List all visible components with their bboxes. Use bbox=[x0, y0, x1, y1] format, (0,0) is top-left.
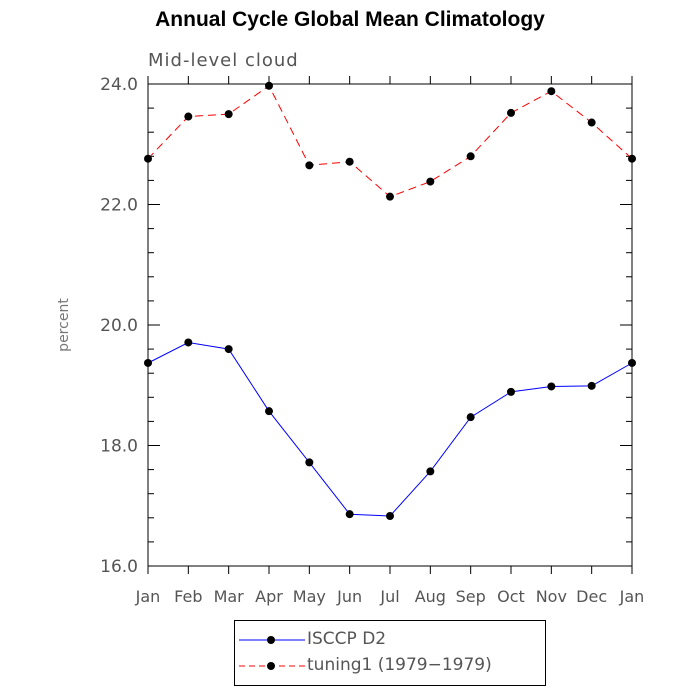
data-point-0-8 bbox=[466, 413, 475, 422]
data-point-0-12 bbox=[628, 358, 636, 367]
x-tick-label: Jan bbox=[619, 587, 645, 606]
data-point-0-2 bbox=[224, 345, 233, 354]
legend-swatch-isccp bbox=[239, 636, 305, 644]
plot-frame bbox=[147, 83, 633, 567]
data-point-0-3 bbox=[265, 407, 273, 416]
x-tick-label: Aug bbox=[415, 587, 446, 606]
x-tick-label: Sep bbox=[456, 587, 486, 606]
legend-label-tuning1: tuning1 (1979−1979) bbox=[307, 655, 492, 675]
x-tick-label: Nov bbox=[536, 587, 567, 606]
x-tick-label: May bbox=[293, 587, 326, 606]
data-point-0-0 bbox=[144, 358, 152, 367]
y-tick-label: 18.0 bbox=[100, 437, 138, 457]
data-point-1-7 bbox=[426, 177, 435, 186]
chart-title: Annual Cycle Global Mean Climatology bbox=[155, 8, 545, 31]
legend: ISCCP D2 tuning1 (1979−1979) bbox=[234, 620, 546, 686]
data-point-0-5 bbox=[345, 510, 354, 519]
data-point-0-9 bbox=[507, 387, 515, 396]
y-axis-label: percent bbox=[56, 298, 72, 352]
x-tick-label: Jun bbox=[336, 587, 362, 606]
legend-item-tuning1: tuning1 (1979−1979) bbox=[235, 655, 545, 677]
data-point-1-11 bbox=[587, 118, 596, 127]
x-tick-label: Jul bbox=[379, 587, 399, 606]
data-point-1-4 bbox=[305, 161, 314, 170]
data-point-1-10 bbox=[547, 87, 556, 96]
legend-item-isccp: ISCCP D2 bbox=[235, 629, 545, 651]
x-tick-label: Feb bbox=[174, 587, 202, 606]
y-tick-label: 24.0 bbox=[100, 75, 138, 95]
x-tick-label: Oct bbox=[497, 587, 525, 606]
data-point-1-3 bbox=[265, 81, 273, 90]
y-tick-label: 22.0 bbox=[100, 196, 138, 216]
data-point-1-2 bbox=[224, 110, 233, 119]
data-point-1-5 bbox=[345, 157, 354, 166]
series-line-1 bbox=[147, 85, 633, 198]
y-tick-label: 20.0 bbox=[100, 316, 138, 336]
x-tick-label: Dec bbox=[576, 587, 607, 606]
data-point-0-11 bbox=[587, 381, 596, 390]
data-point-1-0 bbox=[144, 154, 152, 163]
x-tick-label: Mar bbox=[214, 587, 245, 606]
x-tick-label: Apr bbox=[255, 587, 283, 606]
data-point-0-10 bbox=[547, 382, 556, 391]
legend-label-isccp: ISCCP D2 bbox=[307, 629, 387, 649]
data-point-1-6 bbox=[386, 192, 394, 201]
data-point-0-4 bbox=[305, 458, 314, 467]
data-point-1-9 bbox=[507, 108, 515, 117]
chart-subtitle: Mid-level cloud bbox=[148, 50, 299, 71]
data-point-1-12 bbox=[628, 154, 636, 163]
data-point-1-1 bbox=[184, 112, 193, 121]
data-point-0-6 bbox=[386, 511, 394, 520]
series-line-0 bbox=[147, 341, 633, 517]
legend-swatch-tuning1 bbox=[239, 662, 305, 670]
data-point-1-8 bbox=[466, 152, 475, 161]
x-tick-label: Jan bbox=[135, 587, 161, 606]
data-point-0-7 bbox=[426, 467, 435, 476]
data-point-0-1 bbox=[184, 338, 193, 347]
y-tick-label: 16.0 bbox=[100, 557, 138, 577]
